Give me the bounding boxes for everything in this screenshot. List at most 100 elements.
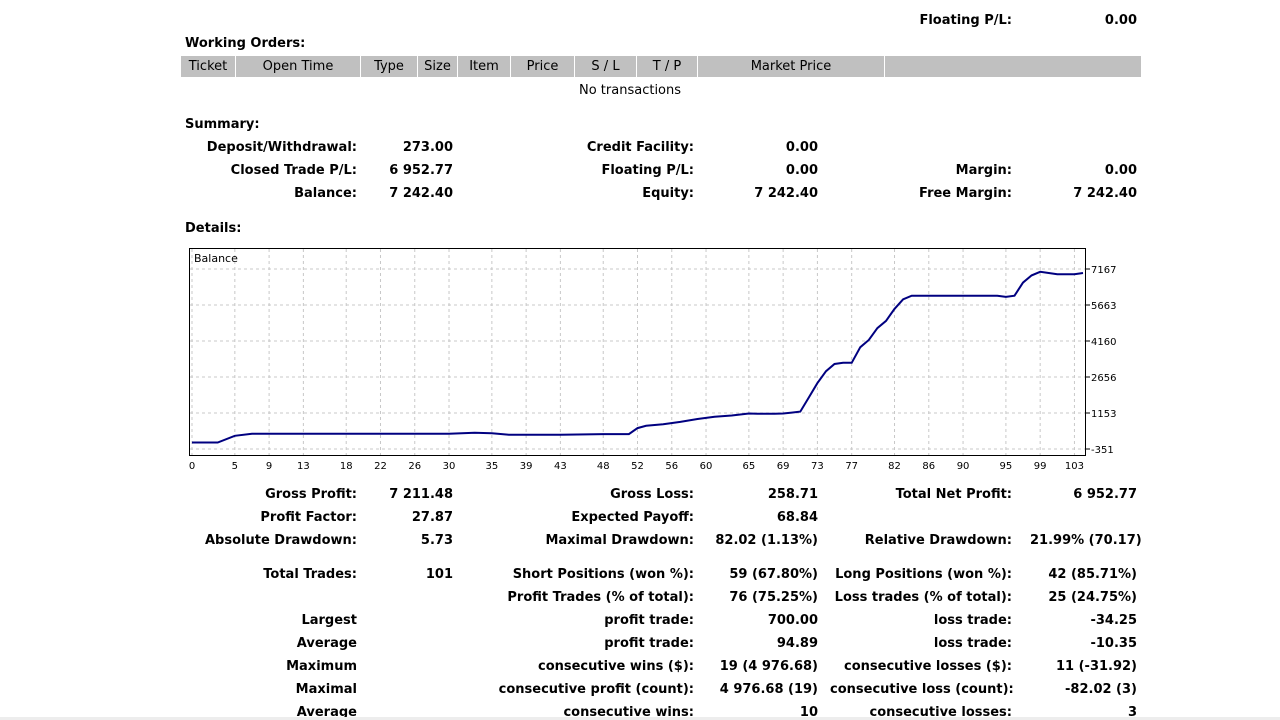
col-market-price[interactable]: Market Price — [698, 56, 885, 77]
x-tick-label-16: 69 — [777, 461, 790, 472]
top-floating-pl-label: Floating P/L: — [919, 13, 1012, 28]
x-tick-label-13: 56 — [665, 461, 678, 472]
avg-consecutive-wins-label: consecutive wins: — [563, 705, 694, 720]
loss-trades-value: 25 (24.75%) — [1048, 590, 1137, 605]
x-tick-label-0: 0 — [189, 461, 195, 472]
x-tick-label-19: 82 — [888, 461, 901, 472]
x-tick-label-1: 5 — [232, 461, 238, 472]
closed-trade-value: 6 952.77 — [389, 163, 453, 178]
long-positions-value: 42 (85.71%) — [1048, 567, 1137, 582]
maximal-label: Maximal — [295, 682, 357, 697]
col-price[interactable]: Price — [511, 56, 575, 77]
margin-label: Margin: — [955, 163, 1012, 178]
maximal-consecutive-profit-value: 4 976.68 (19) — [719, 682, 818, 697]
average-loss-trade-label: loss trade: — [933, 636, 1012, 651]
no-transactions-text: No transactions — [579, 83, 682, 98]
x-tick-label-3: 13 — [297, 461, 310, 472]
balance-value: 7 242.40 — [389, 186, 453, 201]
maximum-label: Maximum — [286, 659, 357, 674]
deposit-label: Deposit/Withdrawal: — [206, 140, 357, 155]
y-tick-label-5: 7167 — [1091, 265, 1116, 276]
y-axis: -351 1153 2656 4160 5663 7167 — [1086, 265, 1116, 456]
y-tick-label-3: 4160 — [1091, 337, 1116, 348]
col-open-time[interactable]: Open Time — [236, 56, 361, 77]
total-trades-value: 101 — [425, 567, 453, 582]
x-tick-label-21: 90 — [957, 461, 970, 472]
maximal-consecutive-profit-label: consecutive profit (count): — [498, 682, 694, 697]
floating-pl-label: Floating P/L: — [601, 163, 694, 178]
col-type[interactable]: Type — [361, 56, 418, 77]
x-tick-label-12: 52 — [631, 461, 644, 472]
x-tick-label-4: 18 — [340, 461, 353, 472]
floating-pl-value: 0.00 — [785, 163, 818, 178]
relative-drawdown-value: 21.99% (70.17) — [1030, 533, 1142, 548]
largest-loss-trade-value: -34.25 — [1090, 613, 1137, 628]
col-item[interactable]: Item — [458, 56, 511, 77]
gross-loss-label: Gross Loss: — [610, 487, 694, 502]
x-tick-label-22: 95 — [1000, 461, 1013, 472]
largest-profit-trade-label: profit trade: — [604, 613, 694, 628]
maximal-drawdown-value: 82.02 (1.13%) — [715, 533, 818, 548]
x-tick-label-6: 26 — [408, 461, 421, 472]
margin-value: 0.00 — [1104, 163, 1137, 178]
short-positions-value: 59 (67.80%) — [729, 567, 818, 582]
total-net-profit-value: 6 952.77 — [1073, 487, 1137, 502]
average-consecutive-label: Average — [296, 705, 357, 720]
profit-factor-value: 27.87 — [411, 510, 453, 525]
x-tick-label-23: 99 — [1034, 461, 1047, 472]
x-tick-label-18: 77 — [845, 461, 858, 472]
avg-consecutive-losses-label: consecutive losses: — [869, 705, 1012, 720]
average-profit-trade-value: 94.89 — [776, 636, 818, 651]
x-tick-label-15: 65 — [743, 461, 756, 472]
maximal-drawdown-label: Maximal Drawdown: — [545, 533, 694, 548]
col-tp[interactable]: T / P — [637, 56, 698, 77]
x-axis: 0 5 9 13 18 22 26 30 35 39 43 48 52 56 60 65 69 73 77 82 86 9… — [189, 461, 1084, 472]
x-tick-label-2: 9 — [266, 461, 272, 472]
profit-factor-label: Profit Factor: — [260, 510, 357, 525]
free-margin-value: 7 242.40 — [1073, 186, 1137, 201]
x-tick-label-11: 48 — [597, 461, 610, 472]
profit-trades-label: Profit Trades (% of total): — [507, 590, 694, 605]
max-consecutive-wins-label: consecutive wins ($): — [537, 659, 694, 674]
short-positions-label: Short Positions (won %): — [512, 567, 694, 582]
gross-loss-value: 258.71 — [767, 487, 818, 502]
col-sl[interactable]: S / L — [575, 56, 637, 77]
col-size[interactable]: Size — [418, 56, 458, 77]
summary-title: Summary: — [185, 117, 260, 132]
balance-chart-svg — [190, 249, 1085, 455]
expected-payoff-value: 68.84 — [776, 510, 818, 525]
x-tick-label-14: 60 — [700, 461, 713, 472]
avg-consecutive-losses-value: 3 — [1127, 705, 1137, 720]
y-tick-label-1: 1153 — [1091, 409, 1116, 420]
maximal-consecutive-loss-label: consecutive loss (count): — [830, 682, 1014, 697]
col-empty[interactable] — [885, 56, 1141, 77]
relative-drawdown-label: Relative Drawdown: — [864, 533, 1012, 548]
loss-trades-label: Loss trades (% of total): — [834, 590, 1012, 605]
series-label-balance: Balance — [194, 252, 238, 265]
gross-profit-label: Gross Profit: — [265, 487, 357, 502]
top-floating-pl-value: 0.00 — [1104, 13, 1137, 28]
col-ticket[interactable]: Ticket — [181, 56, 236, 77]
absolute-drawdown-label: Absolute Drawdown: — [205, 533, 357, 548]
total-trades-label: Total Trades: — [263, 567, 357, 582]
avg-consecutive-wins-value: 10 — [799, 705, 818, 720]
profit-trades-value: 76 (75.25%) — [729, 590, 818, 605]
largest-loss-trade-label: loss trade: — [933, 613, 1012, 628]
credit-label: Credit Facility: — [586, 140, 694, 155]
max-consecutive-losses-label: consecutive losses ($): — [844, 659, 1012, 674]
balance-line — [192, 270, 1084, 444]
x-tick-label-7: 30 — [443, 461, 456, 472]
average-label: Average — [296, 636, 357, 651]
largest-label: Largest — [301, 613, 357, 628]
long-positions-label: Long Positions (won %): — [835, 567, 1012, 582]
y-tick-label-2: 2656 — [1091, 373, 1116, 384]
y-tick-label-0: -351 — [1091, 445, 1114, 456]
bottom-divider — [0, 717, 1280, 720]
total-net-profit-label: Total Net Profit: — [895, 487, 1012, 502]
average-profit-trade-label: profit trade: — [604, 636, 694, 651]
x-tick-label-9: 39 — [520, 461, 533, 472]
y-tick-label-4: 5663 — [1091, 301, 1116, 312]
expected-payoff-label: Expected Payoff: — [571, 510, 694, 525]
closed-trade-label: Closed Trade P/L: — [230, 163, 357, 178]
maximal-consecutive-loss-value: -82.02 (3) — [1065, 682, 1137, 697]
